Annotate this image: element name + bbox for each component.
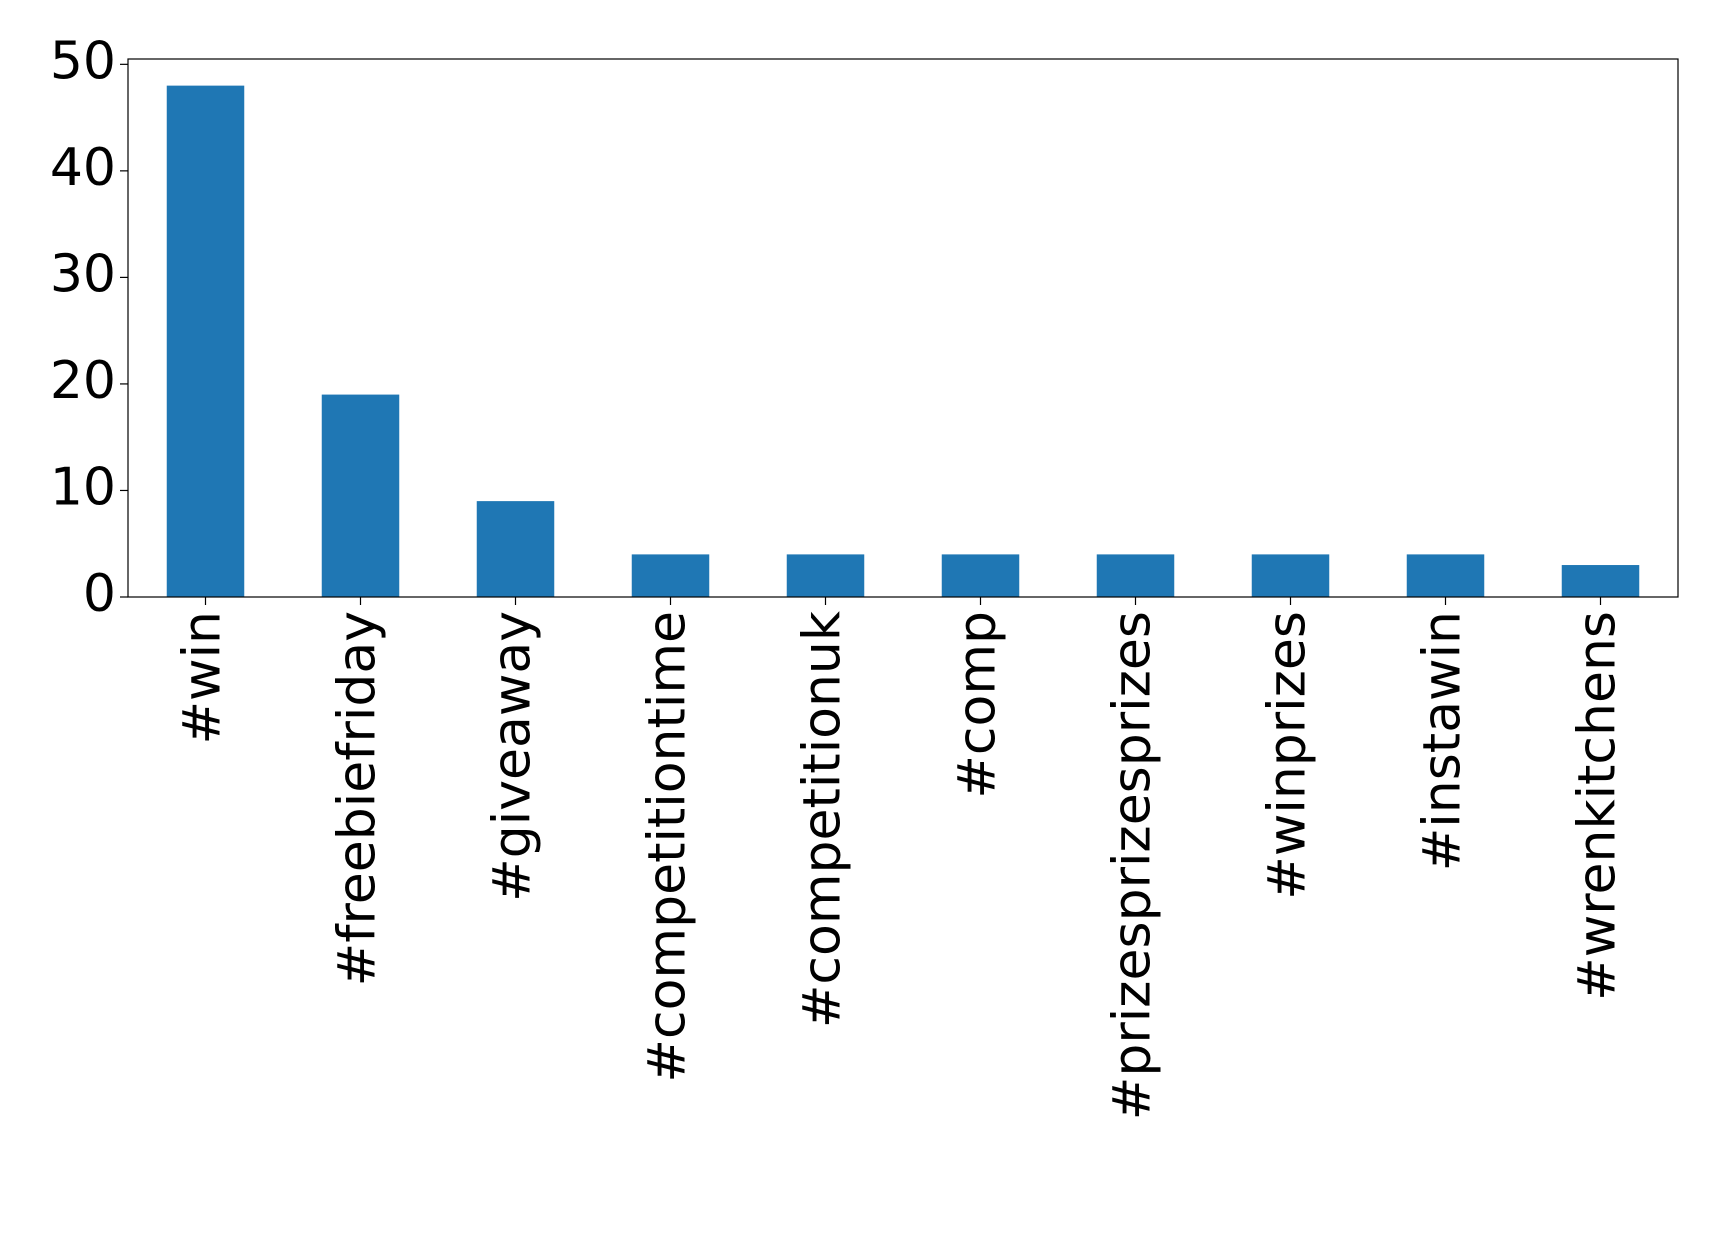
x-tick-label: #freebiefriday: [328, 611, 388, 986]
bar: [941, 554, 1020, 597]
bar: [1251, 554, 1330, 597]
y-tick-label: 0: [83, 564, 116, 624]
y-tick-label: 20: [50, 351, 116, 411]
x-tick-label: #comp: [948, 611, 1008, 799]
x-tick-label: #giveaway: [483, 611, 543, 902]
bar: [321, 394, 400, 597]
x-tick-label: #competitiontime: [638, 611, 698, 1083]
y-tick-label: 40: [50, 138, 116, 198]
y-tick-label: 50: [50, 31, 116, 91]
y-tick-label: 30: [50, 244, 116, 304]
x-tick-label: #winprizes: [1258, 611, 1318, 900]
x-tick-label: #prizesprizesprizes: [1103, 611, 1163, 1120]
bar: [1406, 554, 1485, 597]
y-tick-label: 10: [50, 457, 116, 517]
bar: [1096, 554, 1175, 597]
bar: [476, 501, 555, 597]
x-tick-label: #win: [173, 611, 233, 745]
x-tick-label: #wrenkitchens: [1568, 611, 1628, 1001]
bar: [1561, 565, 1640, 597]
x-tick-label: #instawin: [1413, 611, 1473, 871]
bar: [631, 554, 710, 597]
bar: [786, 554, 865, 597]
plot-frame: [127, 58, 1679, 598]
x-tick-label: #competitionuk: [793, 611, 853, 1028]
bar: [166, 85, 245, 597]
